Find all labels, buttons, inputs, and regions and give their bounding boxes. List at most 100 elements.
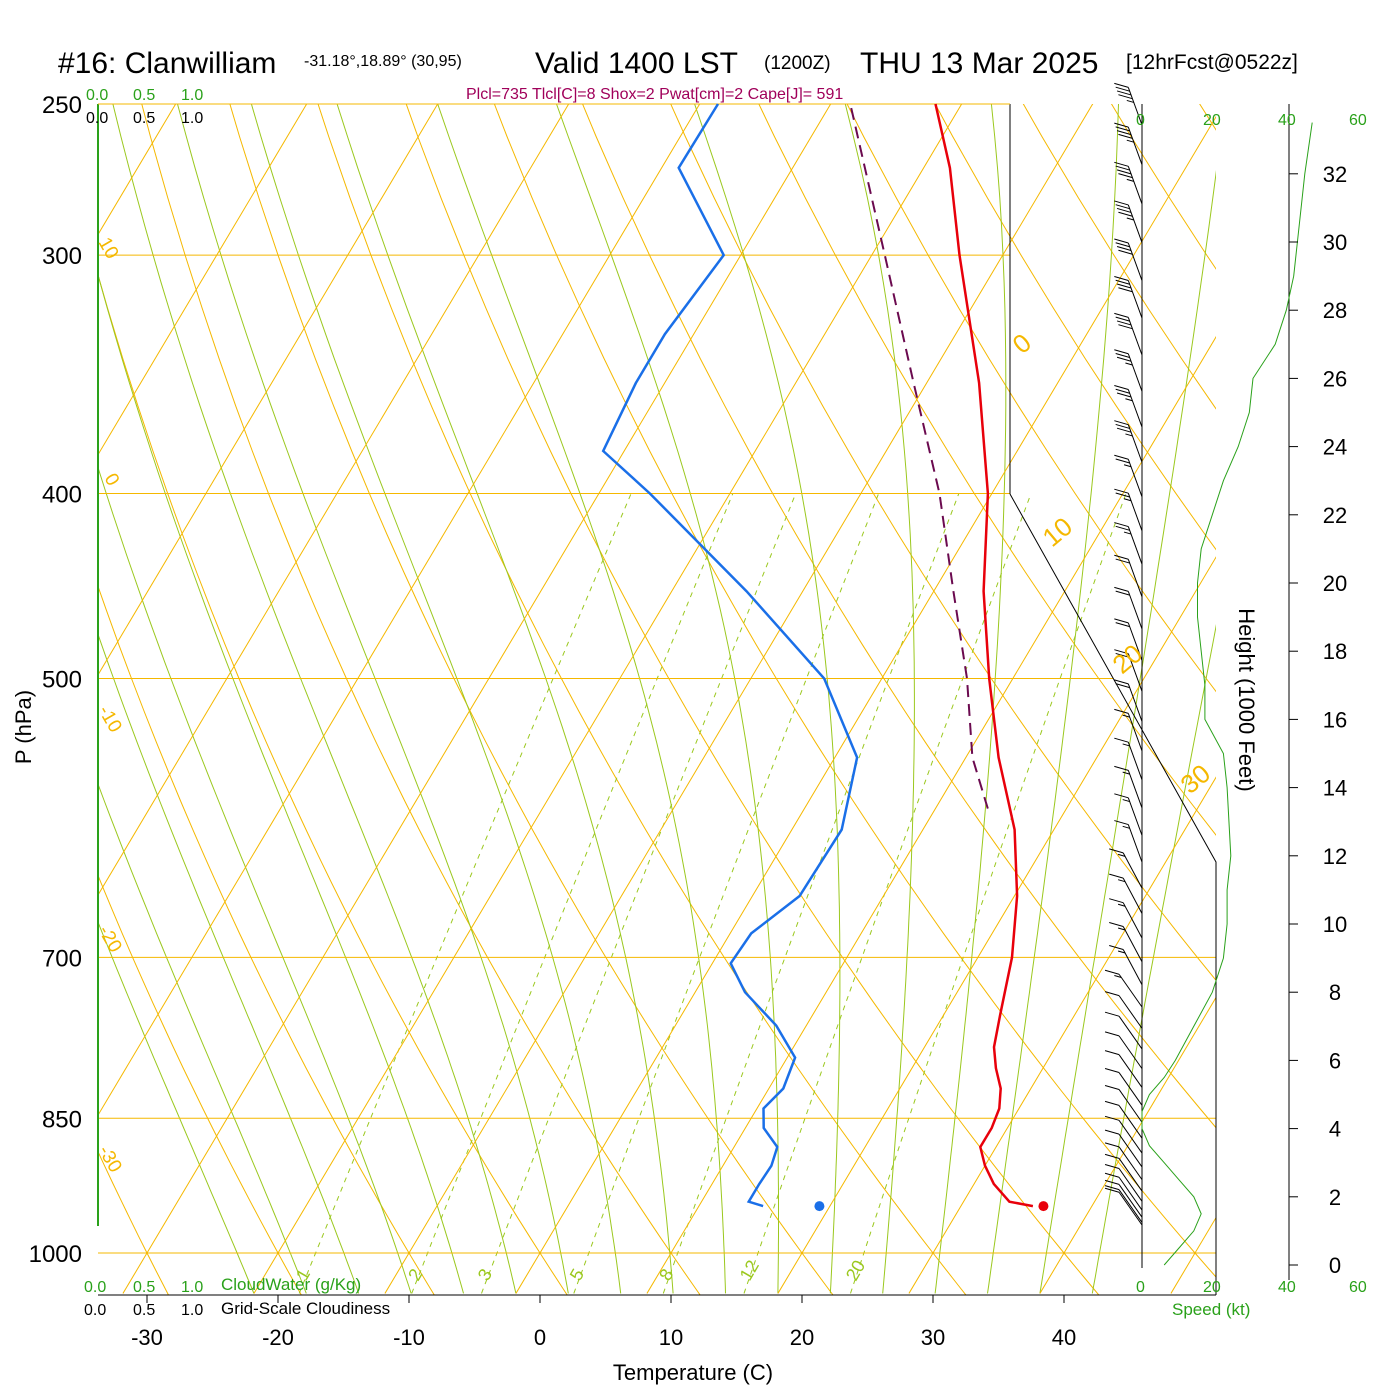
wind-barb	[1114, 312, 1143, 356]
dry-adiabat-line	[229, 104, 834, 1295]
wind-barb-staff	[1118, 1184, 1143, 1218]
dry-adiabat-line	[1353, 70, 1400, 1301]
wind-barb	[1114, 200, 1143, 243]
wind-barb-feather	[1116, 283, 1132, 289]
wind-barb-feather	[1122, 825, 1130, 829]
wind-barb-feather	[1115, 458, 1130, 464]
x-tick-label: 40	[1052, 1325, 1076, 1350]
forecast-label: [12hrFcst@0522z]	[1126, 51, 1298, 74]
moist-adiabat-line	[98, 632, 360, 1294]
wind-barb-feather	[1109, 921, 1124, 927]
mixing-ratio-label: 20	[842, 1257, 869, 1284]
wind-barb-feather	[1114, 82, 1129, 88]
wind-barb-feather	[1114, 385, 1129, 390]
wind-barb-feather	[1118, 173, 1133, 179]
wind-barb	[1114, 708, 1143, 752]
stability-indices: Plcl=735 Tlcl[C]=8 Shox=2 Pwat[cm]=2 Cap…	[466, 86, 843, 103]
wind-barb-feather	[1123, 531, 1132, 535]
wind-barb	[1114, 276, 1143, 319]
wind-barb-feather	[1118, 211, 1133, 217]
wind-barb-staff	[1127, 424, 1143, 463]
wind-barb-feather	[1104, 1187, 1120, 1193]
wind-barb	[1114, 737, 1143, 780]
wind-barb-feather	[1114, 420, 1129, 426]
wind-barb-staff	[1118, 995, 1143, 1029]
wind-barb-feather	[1117, 879, 1126, 883]
wind-barb-staff	[1118, 1176, 1143, 1211]
wind-barb-feather	[1116, 169, 1132, 175]
wind-barb-feather	[1104, 1164, 1120, 1169]
moist-adiabat-line	[98, 920, 255, 1294]
height-tick-label: 16	[1323, 707, 1347, 732]
wind-barb-feather	[1114, 618, 1129, 624]
wind-barb	[1104, 1115, 1143, 1154]
cloud-scale-bottom-black-1: 0.5	[133, 1302, 155, 1319]
wind-barb-feather	[1116, 427, 1132, 433]
x-tick-label: -10	[393, 1325, 425, 1350]
wind-barb-staff	[1118, 1168, 1143, 1202]
wind-barb	[1109, 898, 1143, 939]
speed-tick-top-20: 20	[1203, 112, 1221, 129]
moist-adiabat-line	[694, 104, 841, 1294]
height-tick-label: 0	[1329, 1253, 1341, 1278]
wind-speed-profile	[1141, 122, 1313, 1266]
wind-barb-staff	[1118, 1189, 1143, 1223]
wind-barb-staff	[1127, 459, 1143, 497]
wind-barb-staff	[1127, 824, 1143, 863]
cloud-scale-bottom-black-2: 1.0	[181, 1302, 203, 1319]
wind-barb-feather	[1104, 1068, 1120, 1074]
wind-barb	[1104, 1129, 1143, 1168]
wind-barb-feather	[1114, 488, 1129, 494]
wind-barb-feather	[1116, 207, 1132, 213]
cloud-scale-bottom-green-0: 0.0	[84, 1279, 106, 1296]
wind-barb	[1104, 991, 1143, 1029]
wind-barb	[1114, 586, 1143, 630]
wind-barb-feather	[1117, 903, 1126, 907]
x-tick-label: 10	[659, 1325, 683, 1350]
height-tick-label: 30	[1323, 230, 1347, 255]
wind-barb-staff	[1118, 1035, 1143, 1069]
wind-barb-feather	[1117, 853, 1126, 857]
cloud-scale-black-2: 1.0	[181, 110, 203, 127]
wind-barb	[1114, 82, 1143, 126]
wind-barb-feather	[1117, 927, 1126, 931]
moist-adiabat-line	[556, 104, 779, 1294]
dewpoint-trace	[601, 103, 859, 1208]
wind-barb-staff	[1122, 852, 1143, 889]
wind-barb-staff	[1118, 1054, 1143, 1088]
station-coords: -31.18°,18.89° (30,95)	[304, 53, 462, 70]
speed-tick-top-40: 40	[1278, 112, 1296, 129]
mixing-ratio-line	[411, 493, 734, 1294]
wind-barb	[1114, 454, 1143, 497]
wind-barb-feather	[1123, 464, 1132, 468]
wind-barb-feather	[1115, 525, 1130, 531]
wind-barb-feather	[1114, 522, 1129, 528]
cloud-scale-black-0: 0.0	[86, 110, 108, 127]
y-axis-title: P (hPa)	[11, 690, 36, 764]
wind-barb-feather	[1104, 1031, 1120, 1037]
wind-barb-feather	[1114, 820, 1129, 826]
isotherm-line	[777, 556, 1216, 1294]
wind-barb-feather	[1125, 398, 1133, 402]
wind-barb-feather	[1122, 771, 1130, 775]
wind-barb-staff	[1127, 713, 1143, 752]
wind-barb	[1104, 1011, 1143, 1050]
isotherm-line	[384, 104, 1094, 1294]
wind-barb-feather	[1114, 349, 1129, 355]
dry-adiabat-line	[670, 104, 1216, 982]
wind-barb	[1114, 349, 1143, 392]
isotherm-line	[646, 336, 1216, 1294]
height-tick-label: 12	[1323, 844, 1347, 869]
wind-barb	[1114, 820, 1143, 863]
wind-barb-feather	[1114, 454, 1129, 460]
isotherm-line	[253, 104, 963, 1294]
wind-barb-staff	[1127, 591, 1143, 630]
cloudwater-label: CloudWater (g/Kg)	[221, 1275, 361, 1294]
wind-barb	[1109, 944, 1143, 986]
wind-barb-feather	[1115, 86, 1130, 92]
isotherm-line	[98, 104, 570, 896]
wind-barb-staff	[1127, 683, 1143, 722]
wind-barb-feather	[1116, 246, 1132, 251]
wind-barb	[1104, 1153, 1143, 1192]
speed-tick-bottom-40: 40	[1278, 1279, 1296, 1296]
